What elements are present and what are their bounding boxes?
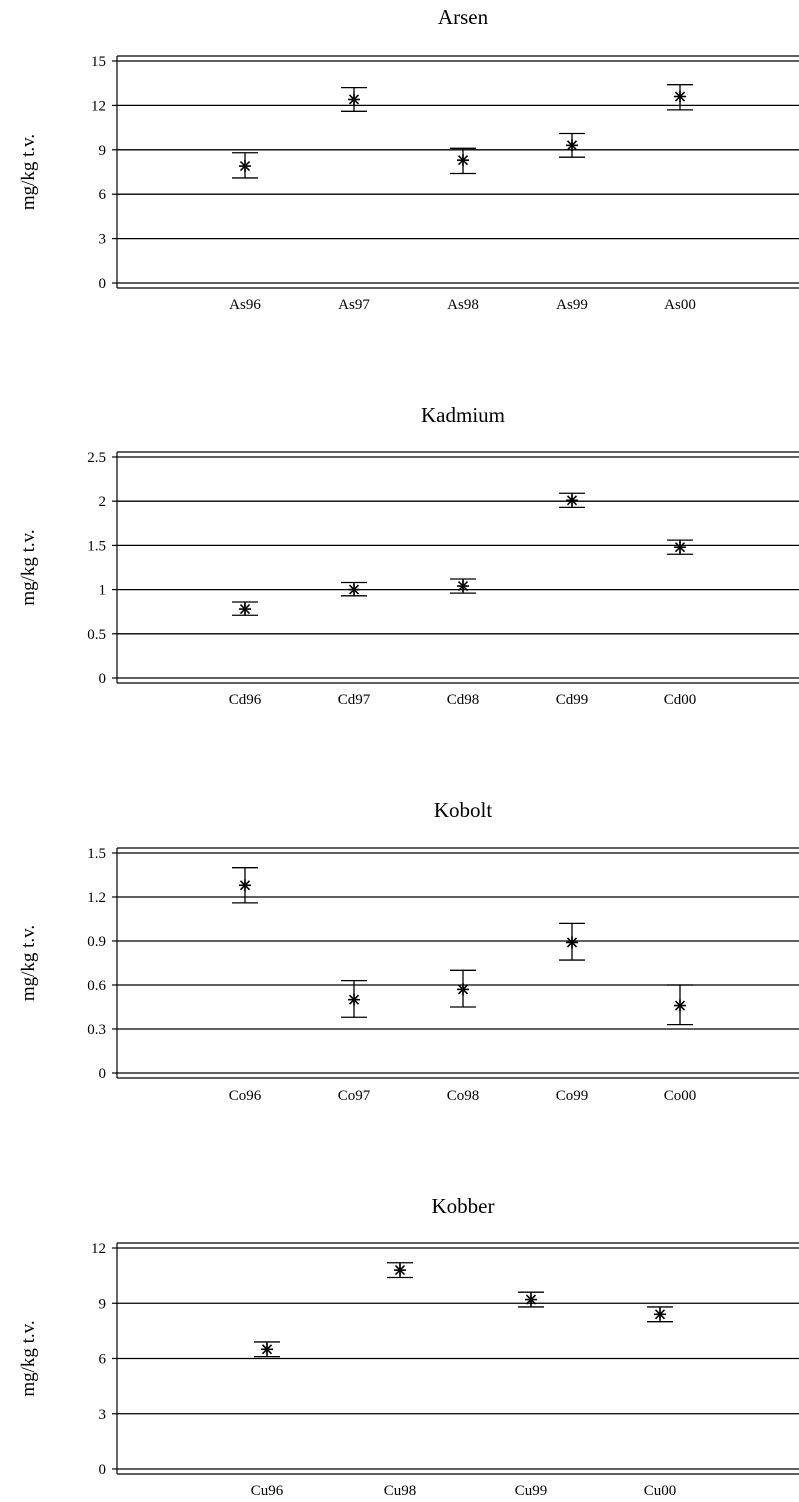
x-category-label: Cu96	[251, 1483, 284, 1499]
x-category-label: Co98	[447, 1088, 480, 1104]
x-category-label: Co00	[664, 1088, 697, 1104]
marker-stroke	[348, 94, 360, 105]
chart-panel-4: Kobber mg/kg t.v. 0 3 6 9 12 Cu96 Cu98 Cu99 Cu00	[18, 1194, 799, 1499]
data-point-marker	[566, 936, 578, 949]
y-tick-label: 0	[99, 1462, 107, 1478]
x-category-label: As97	[338, 297, 370, 313]
y-tick-label: 12	[91, 98, 106, 114]
marker-stroke	[654, 1309, 666, 1320]
x-category-label: Cu98	[384, 1483, 417, 1499]
data-point-marker	[239, 160, 251, 173]
y-tick-label: 15	[91, 54, 106, 70]
data-point-marker	[457, 154, 469, 167]
x-category-label: Cd99	[556, 692, 589, 708]
data-point-marker	[457, 983, 469, 996]
marker-stroke	[525, 1294, 537, 1305]
chart-title: Kadmium	[421, 403, 505, 427]
marker-stroke	[239, 161, 251, 172]
data-point-marker	[457, 580, 469, 593]
x-category-label: As98	[447, 297, 479, 313]
data-point-marker	[674, 90, 686, 103]
y-tick-label: 0	[99, 1066, 107, 1082]
data-point-marker	[566, 139, 578, 152]
data-point-marker	[239, 879, 251, 892]
y-tick-label: 2	[99, 494, 107, 510]
chart-panel-2: Kadmium mg/kg t.v. 0 0.5 1 1.5 2 2.5 Cd96 Cd97 Cd9…	[18, 403, 799, 708]
data-point-marker	[394, 1264, 406, 1277]
y-tick-label: 2.5	[87, 450, 106, 466]
data-point-marker	[566, 494, 578, 507]
y-tick-label: 12	[91, 1241, 106, 1257]
y-tick-label: 6	[99, 187, 107, 203]
y-tick-label: 9	[99, 143, 107, 159]
y-tick-label: 0.6	[87, 978, 106, 994]
y-tick-label: 3	[99, 1407, 107, 1423]
chart-title: Kobber	[432, 1194, 495, 1218]
x-category-label: As00	[664, 297, 696, 313]
y-tick-label: 0.9	[87, 934, 106, 950]
chart-panel-3: Kobolt mg/kg t.v. 0 0.3 0.6 0.9 1.2 1.5 Co96 Co97…	[18, 798, 799, 1104]
chart-title: Arsen	[438, 5, 489, 29]
data-point-marker	[674, 541, 686, 554]
y-axis-label: mg/kg t.v.	[18, 925, 39, 1001]
data-point-marker	[348, 583, 360, 596]
data-point-marker	[525, 1293, 537, 1306]
x-category-label: As99	[556, 297, 588, 313]
y-tick-label: 3	[99, 232, 107, 248]
data-point-marker	[239, 603, 251, 616]
marker-stroke	[348, 584, 360, 595]
data-point-marker	[654, 1308, 666, 1321]
marker-stroke	[239, 880, 251, 891]
marker-stroke	[566, 495, 578, 506]
marker-stroke	[457, 580, 469, 592]
y-tick-label: 0.5	[87, 627, 106, 643]
x-category-label: As96	[229, 297, 261, 313]
marker-stroke	[674, 1000, 686, 1011]
chart-panel-1: Arsen mg/kg t.v. 0 3 6 9 12 15 As96 As97 As98 As99 A…	[18, 5, 799, 313]
marker-stroke	[239, 603, 251, 615]
marker-stroke	[348, 994, 360, 1005]
data-point-marker	[348, 993, 360, 1006]
y-tick-label: 1.5	[87, 846, 106, 862]
y-tick-label: 0.3	[87, 1022, 106, 1038]
y-tick-label: 1.5	[87, 538, 106, 554]
x-category-label: Cd96	[229, 692, 262, 708]
data-point-marker	[348, 93, 360, 106]
data-point-marker	[674, 999, 686, 1012]
y-axis-label: mg/kg t.v.	[18, 134, 39, 210]
marker-stroke	[394, 1265, 406, 1276]
y-tick-label: 0	[99, 671, 107, 687]
x-category-label: Co99	[556, 1088, 589, 1104]
y-axis-label: mg/kg t.v.	[18, 529, 39, 605]
y-tick-label: 1.2	[87, 890, 106, 906]
data-point-marker	[261, 1343, 273, 1356]
x-category-label: Co96	[229, 1088, 262, 1104]
y-tick-label: 6	[99, 1352, 107, 1368]
x-category-label: Cu99	[515, 1483, 548, 1499]
marker-stroke	[457, 984, 469, 995]
y-tick-label: 9	[99, 1296, 107, 1312]
x-category-label: Co97	[338, 1088, 371, 1104]
marker-stroke	[261, 1344, 273, 1355]
y-axis-label: mg/kg t.v.	[18, 1320, 39, 1396]
x-category-label: Cd98	[447, 692, 480, 708]
x-category-label: Cd00	[664, 692, 697, 708]
y-tick-label: 1	[99, 583, 107, 599]
marker-stroke	[674, 91, 686, 102]
marker-stroke	[566, 937, 578, 948]
chart-title: Kobolt	[434, 798, 493, 822]
y-tick-label: 0	[99, 276, 107, 292]
x-category-label: Cd97	[338, 692, 371, 708]
x-category-label: Cu00	[644, 1483, 677, 1499]
marker-stroke	[674, 542, 686, 553]
marker-stroke	[566, 140, 578, 151]
marker-stroke	[457, 155, 469, 166]
